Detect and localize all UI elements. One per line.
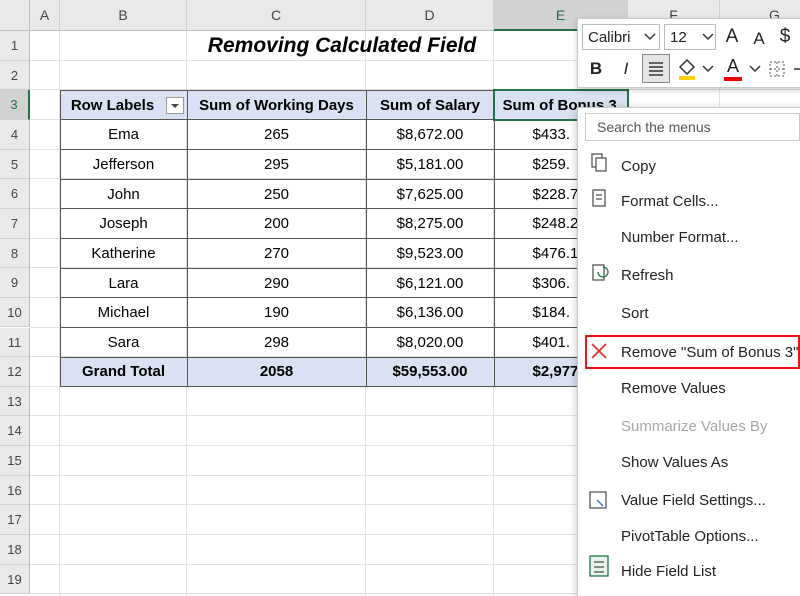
context-menu [577, 107, 800, 596]
table-cell[interactable]: 298 [186, 327, 367, 358]
font-size: 12 [670, 28, 687, 46]
row-header[interactable]: 19 [0, 564, 30, 595]
currency[interactable]: $ [779, 26, 791, 47]
grid-line [30, 474, 800, 476]
header-cell[interactable]: 2058 [186, 356, 367, 388]
row-header[interactable]: 11 [0, 327, 30, 358]
dropdown-arrow [702, 33, 714, 41]
menu-item[interactable]: Remove "Sum of Bonus 3" [621, 343, 799, 361]
menu-search[interactable]: Search the menus [585, 113, 800, 141]
menu-item[interactable]: Value Field Settings... [621, 491, 766, 509]
column-header[interactable]: D [366, 0, 494, 31]
menu-item[interactable]: Remove Values [621, 379, 726, 397]
row-header[interactable]: 18 [0, 535, 30, 565]
row-header[interactable]: 12 [0, 357, 30, 387]
font-size-box[interactable]: 12 [664, 24, 716, 50]
row-header[interactable]: 1 [0, 31, 30, 61]
row-header[interactable]: 17 [0, 505, 30, 536]
grid-line [30, 59, 800, 61]
table-cell[interactable]: 295 [186, 149, 367, 180]
row-header[interactable]: 15 [0, 446, 30, 476]
menu-item[interactable]: Number Format... [621, 228, 739, 246]
grid-line [30, 504, 800, 506]
table-cell[interactable]: 270 [186, 238, 367, 269]
mini-toolbar: Calibri 12 A A $ B I A [577, 18, 800, 88]
menu-item[interactable]: Hide Field List [621, 562, 717, 580]
column-header[interactable]: C [187, 0, 366, 31]
menu-item[interactable]: PivotTable Options... [621, 527, 759, 545]
table-cell[interactable]: 250 [186, 178, 367, 210]
menu-item[interactable]: Sort [621, 304, 649, 322]
table-cell[interactable]: $6,121.00 [365, 267, 495, 299]
menu-item[interactable]: Refresh [621, 266, 674, 284]
row-header[interactable]: 9 [0, 268, 30, 298]
row-header[interactable]: 7 [0, 208, 30, 239]
row-header[interactable]: 4 [0, 119, 30, 150]
borders[interactable] [746, 57, 800, 83]
table-cell[interactable]: Jefferson [59, 149, 188, 180]
table-cell[interactable]: Michael [59, 297, 188, 328]
table-cell[interactable]: 200 [186, 208, 367, 240]
filter-button[interactable] [166, 97, 184, 115]
row-header[interactable]: 10 [0, 297, 30, 328]
table-cell[interactable]: $6,136.00 [365, 297, 495, 328]
row-header[interactable]: 2 [0, 60, 30, 91]
row-header[interactable]: 6 [0, 179, 30, 209]
highlight-box [585, 335, 800, 369]
table-cell[interactable]: Lara [59, 267, 188, 299]
grid-line [30, 593, 800, 595]
column-header[interactable]: B [60, 0, 187, 31]
table-cell[interactable]: Ema [59, 119, 188, 151]
table-cell[interactable]: $7,625.00 [365, 178, 495, 210]
row-header[interactable]: 8 [0, 238, 30, 269]
font-name: Calibri [588, 28, 631, 46]
menu-item[interactable]: Copy [621, 157, 657, 175]
menu-item: Summarize Values By [621, 417, 768, 435]
table-cell[interactable]: 265 [186, 119, 367, 151]
menu-item[interactable]: Format Cells... [621, 192, 719, 210]
align-center[interactable] [642, 54, 670, 83]
column-header[interactable]: A [30, 0, 60, 31]
table-cell[interactable]: Sara [59, 327, 188, 358]
row-header[interactable]: 3 [0, 90, 30, 120]
table-cell[interactable]: Katherine [59, 238, 188, 269]
header-cell[interactable]: Grand Total [59, 356, 188, 388]
grid-line [30, 534, 800, 536]
table-cell[interactable]: Joseph [59, 208, 188, 240]
font-name-box[interactable]: Calibri [582, 24, 660, 50]
sheet-title: Removing Calculated Field [207, 34, 477, 57]
menu-item[interactable]: Show Values As [621, 453, 729, 471]
grow-font[interactable]: A [725, 26, 739, 47]
italic[interactable]: I [623, 59, 629, 78]
menu-icons [589, 153, 609, 577]
row-header[interactable]: 5 [0, 149, 30, 180]
font-color-bar [724, 77, 742, 81]
table-cell[interactable]: John [59, 178, 188, 210]
header-cell[interactable]: $59,553.00 [365, 356, 495, 388]
grid-line [30, 563, 800, 565]
grid-line [30, 415, 800, 417]
row-header[interactable]: 14 [0, 416, 30, 447]
selected-cell [493, 89, 629, 121]
table-cell[interactable]: $8,020.00 [365, 327, 495, 358]
row-header[interactable]: 16 [0, 475, 30, 506]
font-color[interactable]: A [726, 55, 739, 76]
table-cell[interactable]: 290 [186, 267, 367, 299]
dropdown-arrow [644, 33, 656, 41]
table-cell[interactable]: $5,181.00 [365, 149, 495, 180]
table-cell[interactable]: 190 [186, 297, 367, 328]
select-all[interactable] [0, 0, 30, 31]
table-cell[interactable]: $8,672.00 [365, 119, 495, 151]
row-header[interactable]: 13 [0, 386, 30, 417]
grid-line [30, 445, 800, 447]
header-cell[interactable]: Sum of Working Days [186, 89, 367, 121]
shrink-font[interactable]: A [753, 29, 765, 48]
table-cell[interactable]: $8,275.00 [365, 208, 495, 240]
table-cell[interactable]: $9,523.00 [365, 238, 495, 269]
fill-color[interactable] [676, 57, 720, 83]
bold[interactable]: B [589, 59, 603, 78]
header-cell[interactable]: Sum of Salary [365, 89, 495, 121]
